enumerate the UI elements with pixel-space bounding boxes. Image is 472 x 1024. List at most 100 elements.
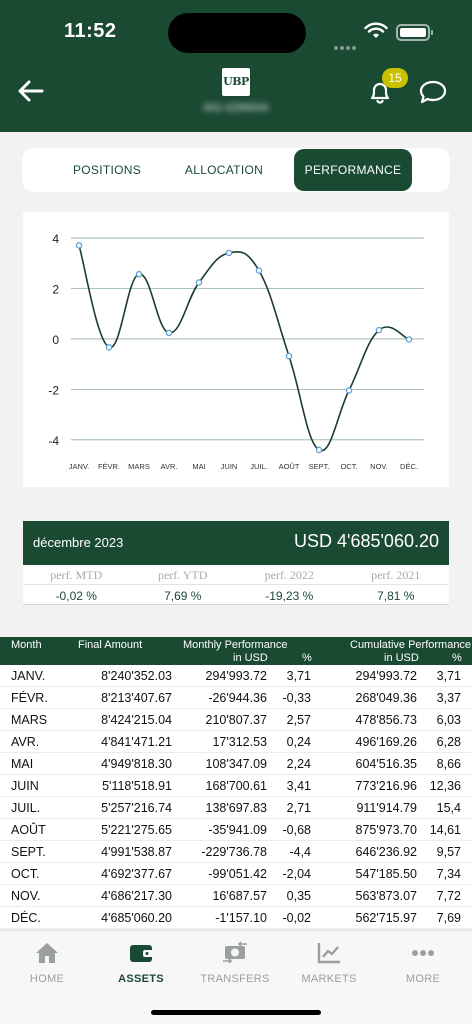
notification-bell-icon[interactable] [366, 78, 394, 106]
back-arrow-icon[interactable] [16, 76, 46, 106]
data-point [375, 326, 383, 334]
x-tick-label: SEPT. [309, 462, 330, 471]
cell-monthly-pct: -0,68 [282, 823, 312, 837]
cell-monthly-usd: 294'993.72 [205, 669, 267, 683]
x-tick-label: MARS [128, 462, 150, 471]
cell-monthly-pct: -2,04 [282, 867, 312, 881]
header-monthly-in-usd: in USD [233, 652, 268, 664]
cell-monthly-usd: -35'941.09 [208, 823, 267, 837]
table-row: DÉC. 4'685'060.20 -1'157.10 -0,02 562'715.97… [0, 907, 472, 929]
cell-monthly-pct: 2,57 [286, 713, 311, 727]
cell-monthly-usd: -26'944.36 [208, 691, 267, 705]
cell-final-amount: 8'213'407.67 [101, 691, 172, 705]
cell-final-amount: 8'240'352.03 [101, 669, 172, 683]
table-row: MARS 8'424'215.04 210'807.37 2,57 478'856.73… [0, 709, 472, 731]
wallet-icon [130, 945, 153, 962]
data-point [405, 336, 413, 343]
table-row: AVR. 4'841'471.21 17'312.53 0,24 496'169.26 6… [0, 731, 472, 753]
cell-cumulative-pct: 6,03 [436, 713, 461, 727]
tab-positions[interactable]: POSITIONS [72, 163, 142, 177]
cell-monthly-usd: 16'687.57 [212, 889, 267, 903]
cell-month: MAI [11, 757, 34, 771]
tab-performance[interactable]: PERFORMANCE [294, 149, 412, 191]
more-icon [412, 950, 434, 956]
tabbar-home-label: HOME [29, 973, 65, 985]
signal-icon [334, 37, 358, 55]
header-monthly-performance: Monthly Performance [183, 639, 288, 651]
cell-cumulative-usd: 547'185.50 [355, 867, 417, 881]
data-point [315, 446, 323, 454]
cell-cumulative-usd: 646'236.92 [355, 845, 417, 859]
table-row: AOÛT 5'221'275.65 -35'941.09 -0,68 875'973.7… [0, 819, 472, 841]
cell-monthly-pct: -4,4 [289, 845, 311, 859]
y-tick-label: 0 [52, 333, 59, 347]
cell-month: JANV. [11, 669, 46, 683]
data-point [165, 329, 173, 337]
tabbar-more[interactable]: MORE [376, 931, 470, 995]
tabbar-assets[interactable]: ASSETS [94, 931, 188, 995]
status-time: 11:52 [64, 20, 117, 42]
transfers-icon [223, 941, 247, 964]
segment-tabs: POSITIONS ALLOCATION PERFORMANCE [22, 148, 450, 192]
monthly-performance-table: Month Final Amount Monthly Performance i… [0, 637, 472, 929]
data-point [135, 270, 143, 278]
header-cumulative-performance: Cumulative Performance [350, 639, 472, 651]
label-perf-mtd: perf. MTD [50, 568, 103, 582]
cell-final-amount: 4'991'538.87 [101, 845, 172, 859]
data-point [75, 242, 83, 249]
label-perf-2022: perf. 2022 [264, 568, 314, 582]
cell-final-amount: 4'686'217.30 [101, 889, 172, 903]
cell-final-amount: 5'118'518.91 [102, 779, 172, 793]
cell-cumulative-usd: 478'856.73 [355, 713, 417, 727]
tabbar-transfers[interactable]: TRANSFERS [188, 931, 282, 995]
cell-monthly-pct: 2,24 [286, 757, 311, 771]
cell-monthly-usd: -229'736.78 [201, 845, 267, 859]
cell-final-amount: 4'841'471.21 [101, 735, 172, 749]
cell-cumulative-pct: 3,37 [436, 691, 461, 705]
x-tick-label: AVR. [161, 462, 178, 471]
data-point [345, 387, 353, 394]
header-monthly-pct: % [302, 652, 312, 664]
x-tick-label: MAI [192, 462, 205, 471]
summary-total-value: USD 4'685'060.20 [294, 531, 439, 551]
cell-cumulative-usd: 773'216.96 [355, 779, 417, 793]
cell-monthly-pct: 2,71 [286, 801, 311, 815]
cell-cumulative-pct: 14,61 [429, 823, 461, 837]
cell-month: SEPT. [11, 845, 46, 859]
x-tick-label: DÉC. [400, 462, 418, 471]
cell-month: AVR. [11, 735, 40, 749]
performance-summary: décembre 2023 USD 4'685'060.20 perf. MTD… [23, 521, 449, 605]
tabbar-transfers-label: TRANSFERS [200, 973, 270, 985]
tab-allocation[interactable]: ALLOCATION [184, 163, 264, 177]
data-point [225, 249, 233, 257]
table-body: JANV. 8'240'352.03 294'993.72 3,71 294'993.7… [0, 665, 472, 929]
cell-cumulative-usd: 268'049.36 [355, 691, 417, 705]
cell-cumulative-usd: 562'715.97 [355, 911, 417, 925]
tabbar-markets[interactable]: MARKETS [282, 931, 376, 995]
x-tick-label: JUIN [221, 462, 238, 471]
cell-month: AOÛT [11, 823, 46, 837]
tabbar-home[interactable]: HOME [0, 931, 94, 995]
cell-cumulative-pct: 3,71 [436, 669, 461, 683]
cell-monthly-usd: 138'697.83 [205, 801, 267, 815]
cell-month: MARS [11, 713, 48, 727]
chat-bubble-icon[interactable] [418, 78, 448, 106]
table-row: JUIL. 5'257'216.74 138'697.83 2,71 911'914.7… [0, 797, 472, 819]
home-indicator [151, 1010, 321, 1015]
cell-final-amount: 8'424'215.04 [101, 713, 172, 727]
cell-final-amount: 5'257'216.74 [101, 801, 172, 815]
value-perf-2021: 7,81 % [377, 589, 415, 603]
data-point [285, 352, 293, 360]
cell-monthly-pct: 0,24 [286, 735, 311, 749]
cell-monthly-usd: 210'807.37 [205, 713, 267, 727]
notification-badge: 15 [382, 68, 408, 88]
cell-final-amount: 4'685'060.20 [101, 911, 172, 925]
ubp-logo: UBP [222, 68, 250, 96]
cell-monthly-usd: 17'312.53 [212, 735, 267, 749]
value-perf-ytd: 7,69 % [164, 589, 202, 603]
cell-month: JUIL. [11, 801, 41, 815]
label-perf-2021: perf. 2021 [371, 568, 421, 582]
account-id: 001-0290034 [203, 102, 269, 114]
cell-monthly-pct: 0,35 [286, 889, 311, 903]
dynamic-island [168, 13, 306, 53]
